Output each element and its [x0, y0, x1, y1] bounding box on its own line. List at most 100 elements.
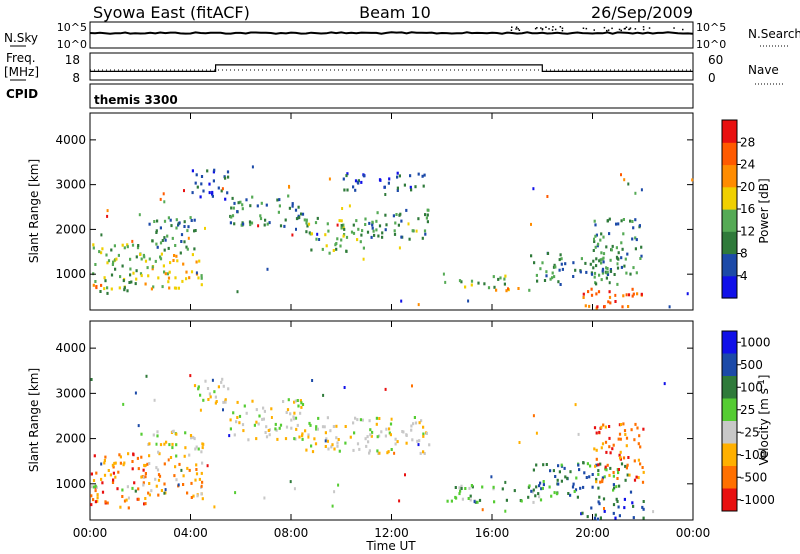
velocity-cell: [189, 434, 193, 437]
velocity-cell: [560, 479, 563, 483]
velocity-cell: [292, 415, 295, 419]
velocity-cell: [635, 475, 638, 479]
velocity-cell: [236, 400, 239, 404]
power-cell: [623, 264, 626, 268]
velocity-cell: [313, 437, 316, 441]
velocity-cell: [577, 463, 580, 467]
power-cell: [123, 288, 126, 292]
velocity-cell: [287, 398, 290, 402]
velocity-cell: [233, 433, 236, 437]
power-cell: [195, 173, 198, 177]
velocity-cell: [368, 419, 371, 423]
velocity-cell: [552, 469, 555, 473]
power-cell: [92, 283, 95, 287]
power-cell: [245, 198, 248, 202]
y-tick-label: 3000: [55, 178, 86, 192]
power-cell: [424, 213, 427, 217]
velocity-cell: [127, 496, 130, 500]
velocity-cell: [276, 437, 279, 441]
power-cell: [551, 276, 554, 280]
velocity-cell: [154, 477, 157, 481]
y-tick-label: 2000: [55, 222, 86, 236]
power-cell: [129, 257, 132, 261]
power-cell: [104, 279, 107, 283]
power-cell: [590, 272, 594, 276]
power-cell: [114, 267, 117, 271]
velocity-cell: [222, 408, 224, 412]
power-cell: [162, 264, 165, 268]
power-cell: [151, 239, 154, 243]
velocity-cell: [155, 442, 158, 446]
power-cell: [620, 256, 623, 260]
nsky-point: [534, 27, 537, 30]
power-cell: [631, 220, 634, 223]
power-cell: [559, 253, 562, 257]
power-cell: [131, 239, 134, 243]
velocity-cell: [242, 429, 245, 433]
power-cell: [617, 222, 620, 226]
nsky-point: [611, 27, 613, 30]
power-cell: [640, 188, 643, 192]
power-cell: [579, 270, 582, 274]
power-cell: [384, 228, 387, 232]
velocity-cell: [595, 448, 598, 452]
power-cell: [123, 246, 126, 250]
nsky-point: [673, 27, 675, 29]
velocity-cell: [267, 429, 270, 432]
power-cell: [332, 249, 335, 252]
power-cell: [558, 268, 561, 272]
freq-tick-bottom: 8: [72, 71, 80, 85]
velocity-cell: [609, 466, 612, 470]
velocity-cell: [417, 443, 420, 447]
power-cell: [186, 247, 189, 251]
power-cell: [316, 232, 319, 236]
velocity-cell: [171, 442, 174, 446]
power-cell: [183, 220, 186, 224]
power-cell: [601, 271, 604, 275]
velocity-cell: [577, 432, 580, 436]
velocity-cell: [163, 462, 166, 466]
velocity-cell: [632, 516, 635, 520]
velocity-cell: [405, 441, 408, 445]
power-cell: [99, 290, 102, 293]
velocity-cell: [201, 446, 204, 450]
power-cell: [183, 225, 186, 228]
power-cell: [530, 222, 532, 226]
nsky-point: [607, 29, 610, 31]
velocity-cell: [143, 502, 146, 506]
power-cell: [316, 216, 319, 220]
velocity-cell: [234, 491, 237, 495]
power-cell: [410, 188, 413, 192]
velocity-cell: [639, 445, 642, 449]
velocity-cell: [446, 499, 449, 503]
velocity-cell: [361, 418, 364, 422]
colorbar-tick-label: 500: [740, 358, 763, 372]
velocity-cell: [172, 429, 175, 433]
power-cell: [549, 277, 552, 281]
power-cell: [338, 219, 341, 223]
power-cell: [364, 217, 367, 221]
power-cell: [250, 221, 254, 225]
velocity-cell: [114, 461, 117, 465]
velocity-cell: [286, 408, 290, 412]
power-cell: [405, 208, 408, 212]
power-cell: [263, 223, 266, 227]
velocity-cell: [632, 504, 635, 508]
power-cell: [230, 206, 233, 210]
velocity-cell: [144, 497, 147, 500]
power-cell: [602, 256, 605, 260]
power-cell: [572, 275, 575, 278]
power-cell: [602, 235, 605, 239]
power-cell: [314, 221, 318, 225]
velocity-y-axis-label: Slant Range [km]: [27, 368, 41, 472]
power-cell: [134, 282, 137, 286]
velocity-cell: [265, 435, 269, 439]
power-cell: [545, 274, 548, 278]
power-cell: [135, 277, 138, 281]
power-cell: [470, 283, 473, 287]
power-cell: [398, 246, 401, 250]
velocity-cell: [150, 489, 153, 493]
velocity-cell: [92, 498, 95, 502]
velocity-cell: [353, 431, 356, 435]
velocity-cell: [137, 424, 140, 428]
